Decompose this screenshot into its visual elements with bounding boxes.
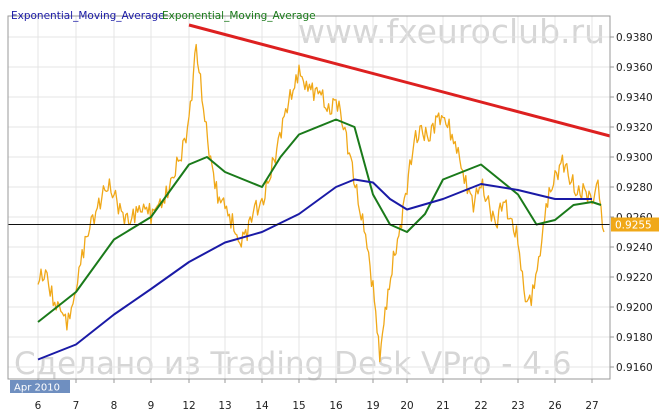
current-price-tag	[611, 217, 659, 232]
x-tick-label-14: 26	[548, 400, 562, 412]
x-tick-label-12: 22	[474, 400, 487, 412]
trendline	[188, 23, 611, 138]
axes-layer: 0.9380 0.9360 0.9340 0.9320 0.9300 0.9280 0.92…	[35, 32, 659, 412]
x-tick-label-11: 21	[436, 400, 449, 412]
x-tick-label-3: 9	[148, 400, 155, 412]
x-tick-label-10: 20	[400, 400, 413, 412]
legend: Exponential_Moving_Average Exponential_M…	[11, 10, 316, 22]
series-price-line	[37, 43, 605, 363]
watermark-bottom: Сделано из Trading Desk VPro - 4.6	[14, 346, 572, 382]
plot-frame	[7, 15, 611, 380]
legend-entry-ema-green: Exponential_Moving_Average	[162, 10, 316, 22]
x-tick-label-8: 16	[329, 400, 343, 412]
y-tick-label-11: 0.9160	[616, 362, 653, 374]
grid-layer	[8, 16, 610, 379]
x-tick-label-5: 13	[218, 400, 231, 412]
x-tick-label-4: 12	[182, 400, 195, 412]
x-tick-label-1: 7	[73, 400, 80, 412]
period-badge: Apr 2010	[10, 380, 70, 394]
y-tick-label-10: 0.9180	[616, 332, 653, 344]
y-tick-label-2: 0.9340	[616, 92, 653, 104]
y-tick-label-9: 0.9200	[616, 302, 653, 314]
y-tick-label-4: 0.9300	[616, 152, 653, 164]
x-tick-label-0: 6	[35, 400, 42, 412]
current-price-label: 0.9255	[615, 220, 652, 232]
y-tick-label-3: 0.9320	[616, 122, 653, 134]
y-tick-label-0: 0.9380	[616, 32, 653, 44]
x-tick-label-7: 15	[292, 400, 305, 412]
period-label: Apr 2010	[14, 383, 60, 394]
y-tick-label-5: 0.9280	[616, 182, 653, 194]
y-tick-label-7: 0.9240	[616, 242, 653, 254]
watermark-layer: www.fxeuroclub.ru Сделано из Trading Des…	[14, 12, 605, 382]
watermark-top: www.fxeuroclub.ru	[298, 12, 605, 51]
legend-entry-ema-blue: Exponential_Moving_Average	[11, 10, 165, 22]
x-tick-label-9: 19	[366, 400, 379, 412]
annotation-layer	[8, 23, 611, 225]
x-tick-label-15: 27	[585, 400, 598, 412]
y-tick-label-8: 0.9220	[616, 272, 653, 284]
x-tick-label-2: 8	[111, 400, 118, 412]
x-tick-label-13: 23	[511, 400, 524, 412]
x-tick-label-6: 14	[255, 400, 269, 412]
y-tick-label-1: 0.9360	[616, 62, 653, 74]
series-ema-line-2	[37, 178, 592, 361]
